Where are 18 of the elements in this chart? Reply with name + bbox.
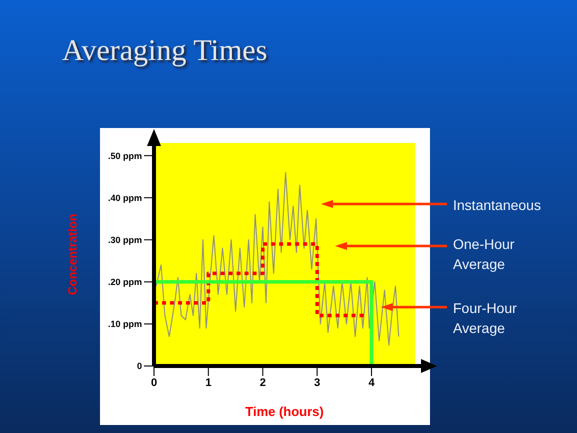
line-series [156,172,400,346]
y-axis-title: Concentration [65,214,80,296]
x-tick-label: 0 [150,376,158,389]
y-tick-label: 0 [136,361,142,372]
x-tick-label: 2 [260,376,266,389]
x-tick-label: 4 [368,376,376,389]
y-tick-label: .50 ppm [108,150,142,161]
y-tick-label: .30 ppm [108,234,142,245]
chart-title: Averaging Times [62,34,268,68]
text: Instantaneous [453,196,542,215]
y-tick-label: .40 ppm [108,192,142,203]
y-tick-label: .20 ppm [108,277,142,288]
x-tick-label: 3 [314,376,320,389]
annotation: Four-Hour Average [453,299,518,338]
text: One-Hour Average [453,235,516,274]
x-axis-title: Time (hours) [245,404,324,419]
x-tick-label: 1 [205,376,212,389]
y-tick-label: .10 ppm [108,319,142,330]
